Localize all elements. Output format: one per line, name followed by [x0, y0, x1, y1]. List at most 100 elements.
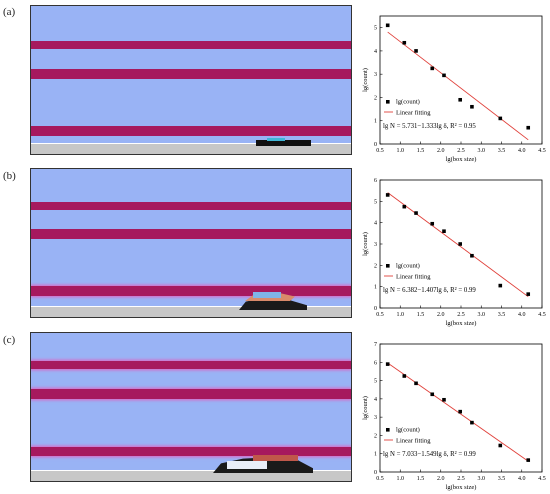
y-tick-label: 1: [374, 452, 377, 458]
sim-stripe: [31, 41, 351, 49]
legend-marker: [386, 428, 390, 432]
sim-debris: [253, 455, 298, 461]
legend-marker: [386, 100, 390, 104]
y-tick-label: 6: [374, 178, 377, 184]
sim-debris: [239, 298, 307, 310]
panel-label-b: (b): [3, 170, 16, 182]
data-point: [442, 73, 446, 78]
y-tick-label: 4: [374, 221, 377, 227]
sim-ground: [31, 306, 351, 317]
data-point: [385, 23, 390, 28]
x-tick-label: 3.5: [498, 148, 506, 154]
data-point: [402, 374, 407, 378]
fit-equation: lg N = 6.382−1.407lg δ, R² = 0.99: [383, 287, 476, 294]
x-tick-label: 4.0: [518, 312, 526, 318]
data-point: [458, 242, 462, 246]
data-point: [458, 97, 462, 102]
panel-label-a: (a): [3, 6, 16, 18]
data-point: [526, 292, 531, 296]
x-tick-label: 2.0: [437, 312, 445, 318]
x-tick-label: 3.5: [498, 476, 506, 482]
x-tick-label: 1.5: [417, 476, 425, 482]
legend-marker: [386, 264, 390, 268]
simulation-image-b: [30, 168, 352, 318]
legend-label: lg(count): [396, 427, 420, 434]
sim-stripe: [31, 361, 351, 369]
chart-svg-a: 0.5 1.0 1.5 2.0 2.5 3.0 3.5 4.0 4.5 0 1 2 3 4 5 lg(box …: [362, 15, 546, 163]
data-point: [470, 420, 474, 425]
x-tick-label: 4.5: [538, 148, 546, 154]
chart-svg-b: 0.5 1.0 1.5 2.0 2.5 3.0 3.5 4.0 4.5 0 1 2 3 4 5 6 lg(box…: [362, 178, 546, 327]
chart-c: 0.5 1.0 1.5 2.0 2.5 3.0 3.5 4.0 4.5 0 1 2 3 4 5 6 7 lg(bo…: [360, 334, 548, 494]
data-point: [526, 458, 531, 462]
sim-ground: [31, 470, 351, 481]
data-point: [402, 40, 407, 45]
x-tick-label: 1.5: [417, 148, 425, 154]
y-tick-label: 3: [374, 72, 377, 78]
sim-stripe: [31, 229, 351, 239]
y-tick-label: 2: [374, 95, 377, 101]
data-point: [470, 253, 474, 258]
legend-label: Linear fitting: [396, 438, 431, 445]
data-point: [442, 397, 446, 402]
y-tick-label: 3: [374, 415, 377, 421]
legend-label: Linear fitting: [396, 274, 431, 281]
data-point: [498, 116, 503, 121]
data-point: [442, 229, 446, 233]
data-point: [414, 49, 418, 53]
data-point: [430, 221, 435, 226]
legend-label: Linear fitting: [396, 110, 431, 117]
x-tick-label: 0.5: [376, 476, 384, 482]
y-axis-label: lg(count): [362, 396, 369, 420]
sim-debris: [227, 461, 267, 469]
simulation-image-a: [30, 5, 352, 155]
sim-stripe: [31, 389, 351, 399]
data-point: [414, 211, 418, 215]
x-tick-label: 2.5: [457, 312, 465, 318]
x-tick-label: 4.0: [518, 148, 526, 154]
x-tick-label: 4.5: [538, 476, 546, 482]
x-tick-label: 3.0: [478, 476, 486, 482]
data-point: [430, 392, 435, 397]
y-tick-label: 4: [374, 397, 377, 403]
fit-equation: lg N = 5.731−1.333lg δ, R² = 0.95: [383, 123, 476, 130]
data-point: [498, 283, 503, 288]
data-point: [498, 443, 503, 448]
fit-equation: lg N = 7.033−1.549lg δ, R² = 0.99: [383, 451, 476, 458]
sim-stripe: [31, 126, 351, 136]
y-axis-label: lg(count): [362, 232, 369, 256]
x-tick-label: 3.0: [478, 312, 486, 318]
y-tick-label: 0: [374, 470, 377, 476]
chart-a: 0.5 1.0 1.5 2.0 2.5 3.0 3.5 4.0 4.5 0 1 2 3 4 5 lg(box …: [360, 6, 548, 166]
fit-line: [387, 362, 529, 462]
y-tick-label: 2: [374, 433, 377, 439]
sim-debris: [267, 138, 285, 141]
x-tick-label: 4.0: [518, 476, 526, 482]
x-tick-label: 0.5: [376, 148, 384, 154]
sim-debris: [253, 292, 281, 298]
x-tick-label: 2.0: [437, 148, 445, 154]
x-tick-label: 4.5: [538, 312, 546, 318]
y-tick-label: 0: [374, 306, 377, 312]
legend-label: lg(count): [396, 99, 420, 106]
sim-stripe: [31, 286, 351, 296]
chart-b: 0.5 1.0 1.5 2.0 2.5 3.0 3.5 4.0 4.5 0 1 2 3 4 5 6 lg(box…: [360, 170, 548, 330]
x-tick-label: 2.5: [457, 148, 465, 154]
y-tick-label: 2: [374, 263, 377, 269]
x-tick-label: 1.0: [397, 148, 405, 154]
x-tick-label: 2.5: [457, 476, 465, 482]
x-tick-label: 1.0: [397, 476, 405, 482]
data-point: [385, 362, 390, 366]
sim-ground: [31, 143, 351, 154]
y-tick-label: 3: [374, 242, 377, 248]
y-tick-label: 4: [374, 49, 377, 55]
y-tick-label: 5: [374, 379, 377, 385]
x-tick-label: 2.0: [437, 476, 445, 482]
fit-line: [387, 192, 529, 298]
x-tick-label: 0.5: [376, 312, 384, 318]
y-tick-label: 5: [374, 26, 377, 32]
y-tick-label: 5: [374, 199, 377, 205]
y-tick-label: 1: [374, 285, 377, 291]
simulation-image-c: [30, 332, 352, 482]
data-point: [526, 125, 531, 130]
